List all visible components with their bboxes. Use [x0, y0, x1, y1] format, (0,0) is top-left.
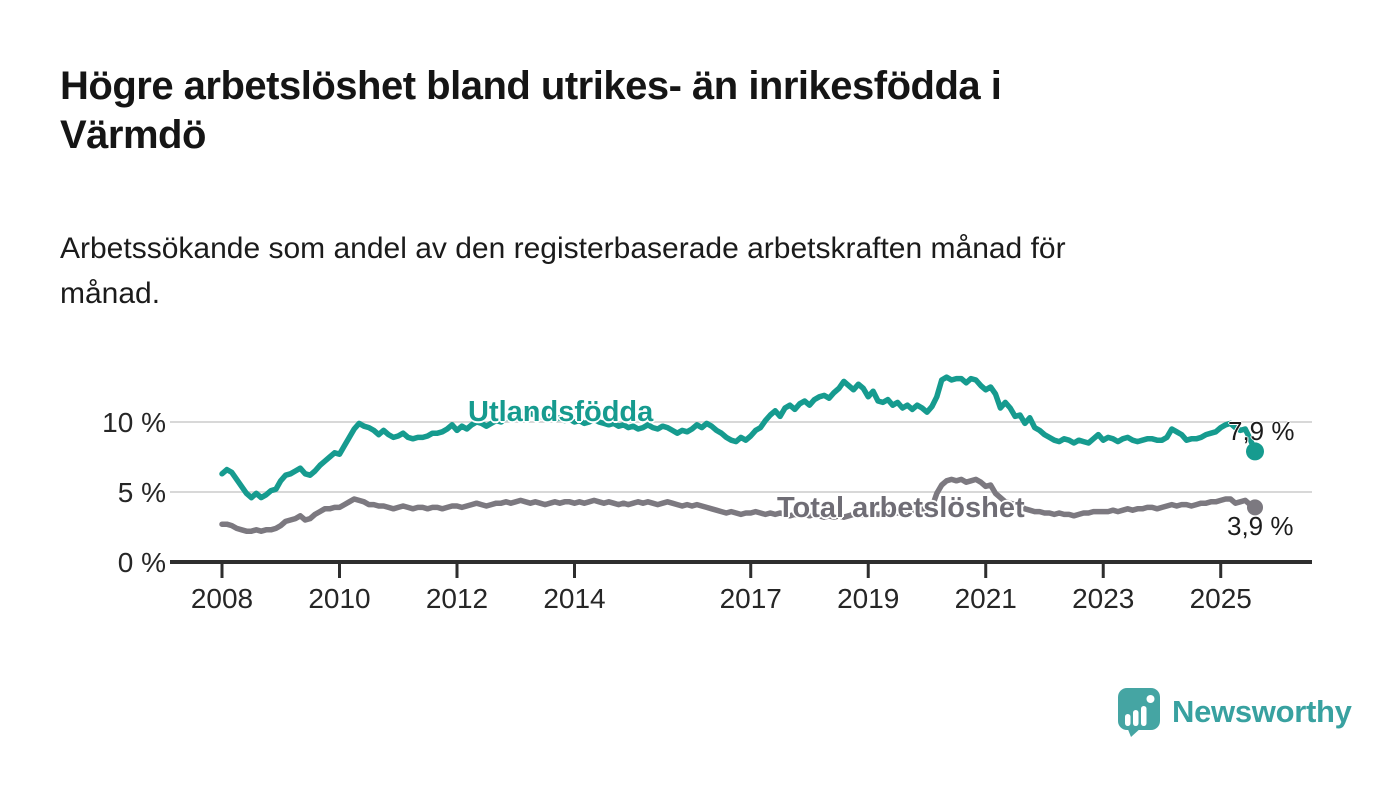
x-axis-tick-label: 2023: [1072, 583, 1134, 614]
series-end-dot-total-arbetsloshet: [1247, 499, 1263, 516]
series-end-dot-utlandsfodda: [1246, 442, 1264, 461]
chart-title: Högre arbetslöshet bland utrikes- än inr…: [60, 64, 1002, 157]
latest-value-total-arbetsloshet: 3,9 %: [1227, 511, 1294, 541]
newsworthy-logo-icon: [1118, 688, 1160, 737]
newsworthy-logo: Newsworthy: [1117, 687, 1352, 737]
series-line-utlandsfodda: [219, 374, 1258, 501]
x-axis-tick-label: 2025: [1190, 583, 1252, 614]
chart-subtitle: Arbetssökande som andel av den registerb…: [60, 232, 1066, 310]
series-label-total-arbetsloshet: Total arbetslöshet: [777, 492, 1025, 524]
x-axis-tick-label: 2008: [191, 583, 253, 614]
series-label-utlandsfodda: Utlandsfödda: [468, 396, 654, 428]
x-axis-tick-label: 2010: [308, 583, 370, 614]
x-axis-tick-label: 2012: [426, 583, 488, 614]
y-axis-tick-label: 0 %: [118, 547, 166, 578]
x-axis-tick-label: 2017: [720, 583, 782, 614]
y-axis-tick-label: 10 %: [102, 407, 166, 438]
newsworthy-logo-text: Newsworthy: [1172, 694, 1352, 729]
x-axis-tick-label: 2019: [837, 583, 899, 614]
x-axis-tick-label: 2021: [955, 583, 1017, 614]
y-axis-tick-label: 5 %: [118, 477, 166, 508]
series-line-total-arbetsloshet: [219, 476, 1258, 534]
x-axis-tick-label: 2014: [543, 583, 605, 614]
latest-value-utlandsfodda: 7,9 %: [1228, 416, 1295, 446]
